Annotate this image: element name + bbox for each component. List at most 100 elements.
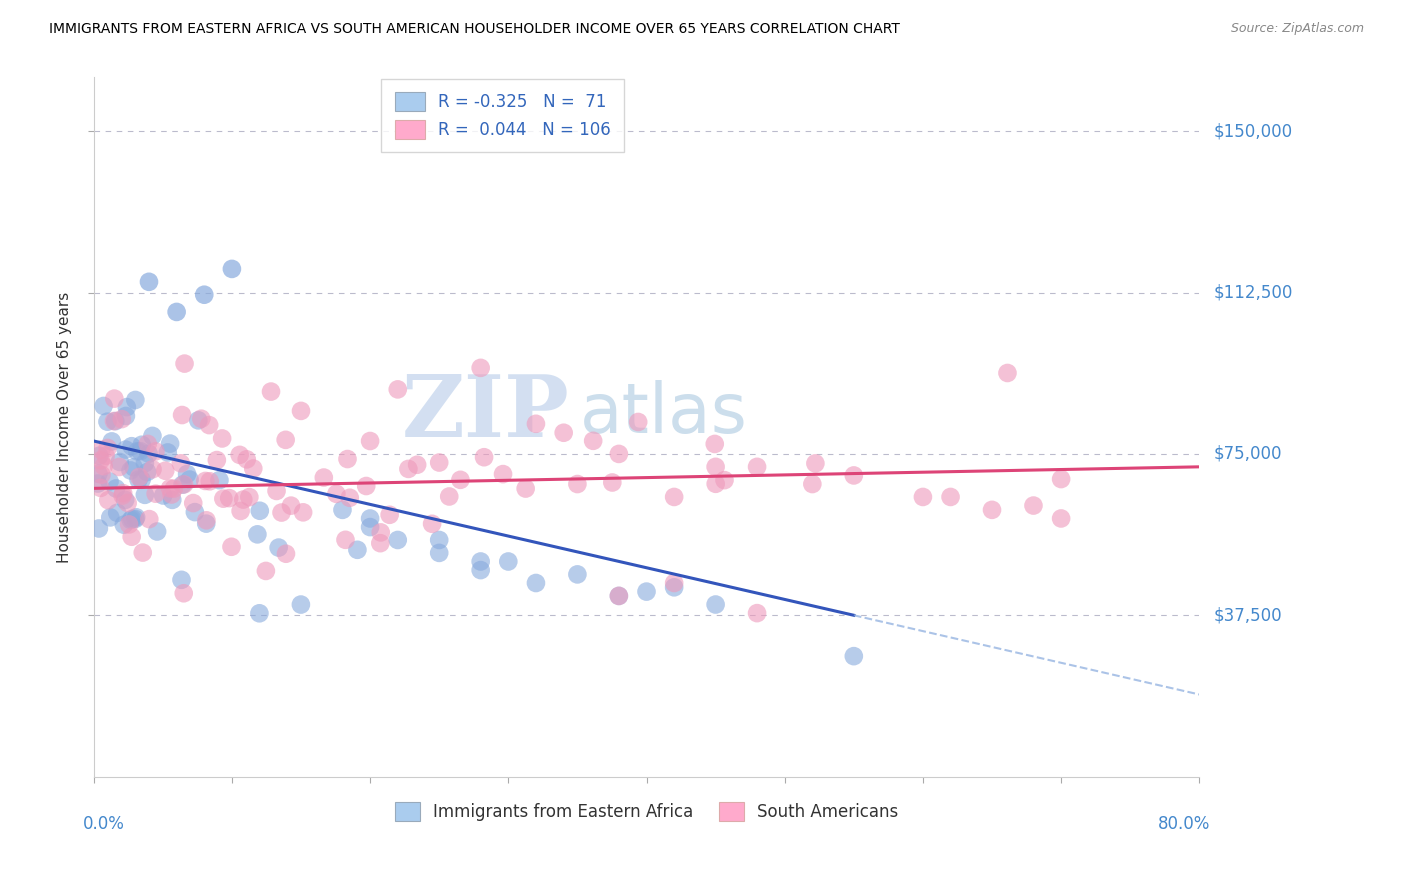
Point xyxy=(235,452,257,467)
Point xyxy=(112,486,135,500)
Point xyxy=(125,510,148,524)
Point xyxy=(211,432,233,446)
Point xyxy=(221,540,243,554)
Point xyxy=(121,512,143,526)
Point xyxy=(128,473,150,487)
Point xyxy=(472,450,495,465)
Point xyxy=(449,473,471,487)
Point xyxy=(115,409,138,423)
Point xyxy=(105,482,128,496)
Point xyxy=(93,459,115,474)
Point xyxy=(335,533,357,547)
Point xyxy=(911,490,934,504)
Point xyxy=(166,305,188,319)
Point xyxy=(195,513,218,527)
Point xyxy=(260,384,283,399)
Point xyxy=(97,493,120,508)
Text: 0.0%: 0.0% xyxy=(83,815,125,833)
Point xyxy=(607,589,630,603)
Point xyxy=(111,412,134,426)
Point xyxy=(129,444,152,458)
Point xyxy=(221,261,243,276)
Point xyxy=(292,505,315,519)
Point xyxy=(325,487,347,501)
Point xyxy=(163,482,186,496)
Point xyxy=(745,459,768,474)
Point xyxy=(229,504,252,518)
Point xyxy=(141,462,163,476)
Point xyxy=(184,505,207,519)
Text: $37,500: $37,500 xyxy=(1213,607,1282,624)
Point xyxy=(193,287,215,301)
Point xyxy=(238,490,260,504)
Point xyxy=(553,425,575,440)
Point xyxy=(336,452,359,467)
Point xyxy=(602,475,624,490)
Point xyxy=(97,441,120,455)
Point xyxy=(249,607,271,621)
Point xyxy=(187,413,209,427)
Point xyxy=(804,457,827,471)
Point xyxy=(132,545,155,559)
Point xyxy=(98,475,121,489)
Point xyxy=(396,462,419,476)
Point xyxy=(198,475,221,489)
Point xyxy=(270,506,292,520)
Point xyxy=(332,503,354,517)
Point xyxy=(242,461,264,475)
Point xyxy=(181,496,204,510)
Point xyxy=(96,415,118,429)
Point xyxy=(179,473,201,487)
Point xyxy=(254,564,277,578)
Point xyxy=(368,536,391,550)
Point xyxy=(138,447,160,461)
Point xyxy=(704,598,727,612)
Point xyxy=(134,456,156,470)
Point xyxy=(981,503,1004,517)
Point xyxy=(105,506,128,520)
Point xyxy=(170,456,193,470)
Point xyxy=(515,482,537,496)
Text: Source: ZipAtlas.com: Source: ZipAtlas.com xyxy=(1230,22,1364,36)
Point xyxy=(114,442,136,457)
Point xyxy=(354,479,377,493)
Point xyxy=(118,517,141,532)
Point xyxy=(607,447,630,461)
Point xyxy=(172,477,194,491)
Point xyxy=(136,437,159,451)
Point xyxy=(121,530,143,544)
Point xyxy=(359,511,381,525)
Point xyxy=(136,465,159,479)
Point xyxy=(346,542,368,557)
Point xyxy=(103,414,125,428)
Point xyxy=(607,589,630,603)
Point xyxy=(131,473,153,487)
Point xyxy=(378,508,401,522)
Point xyxy=(127,444,149,458)
Point xyxy=(94,449,117,463)
Point xyxy=(90,467,112,482)
Point xyxy=(359,520,381,534)
Point xyxy=(108,455,131,469)
Point xyxy=(212,491,235,506)
Point xyxy=(121,439,143,453)
Point xyxy=(1050,472,1073,486)
Point xyxy=(98,510,121,524)
Text: ZIP: ZIP xyxy=(401,371,569,455)
Point xyxy=(159,482,181,496)
Point xyxy=(117,496,139,510)
Point xyxy=(128,470,150,484)
Point xyxy=(842,468,865,483)
Point xyxy=(312,470,335,484)
Point xyxy=(111,489,134,503)
Point xyxy=(662,490,685,504)
Point xyxy=(114,492,136,507)
Point xyxy=(274,433,297,447)
Point xyxy=(108,459,131,474)
Point xyxy=(124,392,146,407)
Point xyxy=(90,442,112,457)
Point xyxy=(662,580,685,594)
Text: atlas: atlas xyxy=(581,380,748,447)
Point xyxy=(427,456,450,470)
Legend: Immigrants from Eastern Africa, South Americans: Immigrants from Eastern Africa, South Am… xyxy=(388,796,905,828)
